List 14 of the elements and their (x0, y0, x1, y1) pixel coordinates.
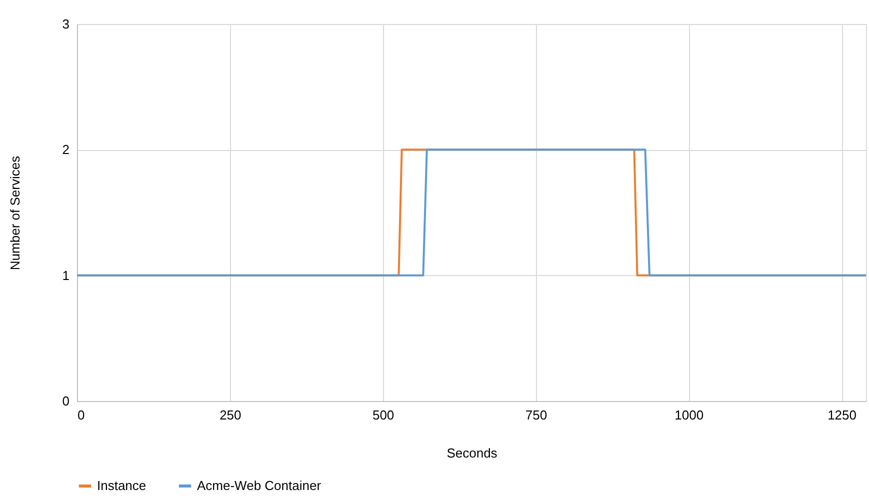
legend-label: Acme-Web Container (197, 478, 322, 493)
x-tick-label: 1000 (674, 408, 704, 422)
legend-label: Instance (97, 478, 146, 493)
x-tick-label: 1250 (828, 408, 856, 422)
y-tick-label: 0 (62, 394, 70, 408)
y-tick-label: 1 (62, 268, 70, 283)
x-tick-label: 250 (220, 408, 242, 422)
x-tick-label: 750 (525, 408, 548, 422)
y-tick-label: 3 (62, 16, 70, 32)
y-axis-title: Number of Services (7, 155, 22, 270)
x-axis-title: Seconds (446, 446, 498, 460)
x-tick-label: 0 (78, 408, 85, 422)
x-tick-label: 500 (372, 408, 394, 422)
y-tick-label: 2 (62, 142, 70, 158)
